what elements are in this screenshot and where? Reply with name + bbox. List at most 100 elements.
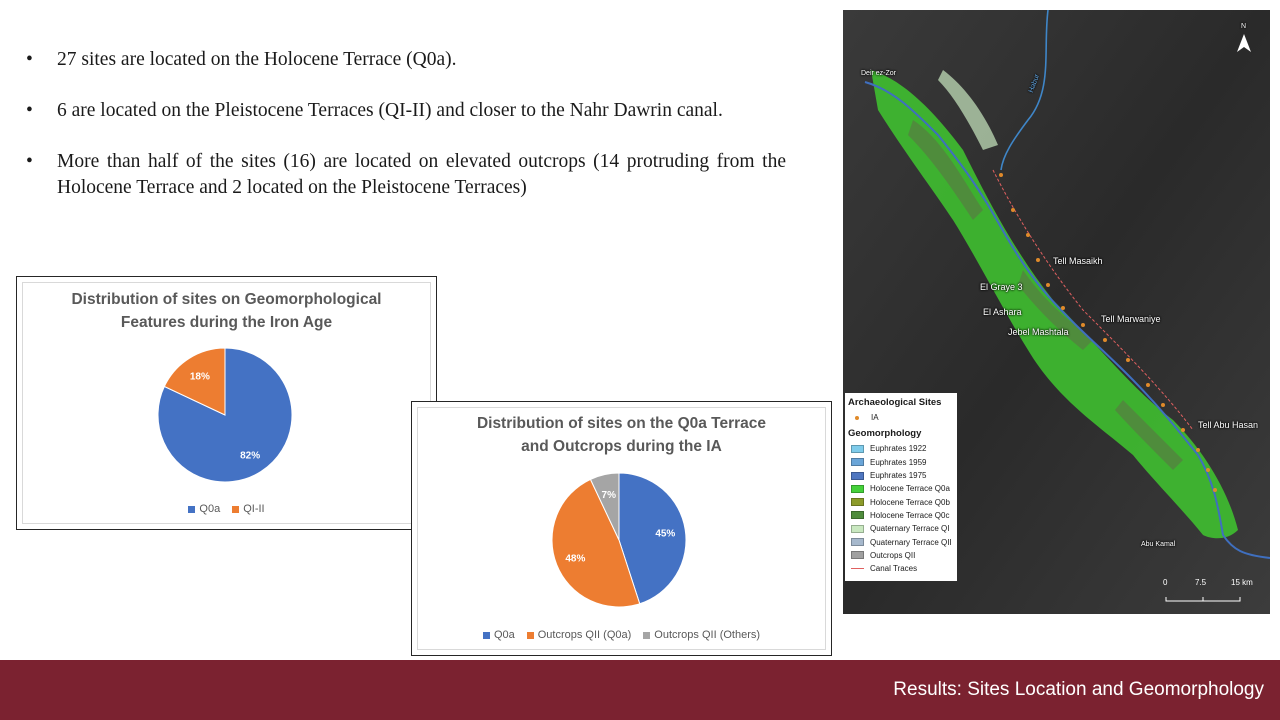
pie-data-label: 45% — [655, 529, 675, 540]
q0c-patches — [908, 120, 1183, 470]
map-label-el-graye: El Graye 3 — [980, 282, 1023, 292]
site-dot-icon — [855, 415, 859, 420]
legend-swatch — [851, 458, 864, 467]
legend-label: Holocene Terrace Q0c — [870, 510, 950, 520]
legend-label: Outcrops QII — [870, 550, 916, 560]
north-label: N — [1241, 23, 1247, 30]
legend-item: QI-II — [232, 503, 265, 515]
legend-row-canal: Canal Traces — [845, 562, 957, 575]
pie-slice[interactable] — [551, 478, 641, 608]
chart-legend: Q0a Outcrops QII (Q0a) Outcrops QII (Oth… — [412, 629, 831, 641]
legend-label: QI-II — [243, 503, 265, 515]
legend-label: Quaternary Terrace QI — [870, 524, 950, 534]
pie-slice[interactable] — [618, 472, 687, 605]
legend-label: Q0a — [493, 629, 515, 641]
legend-swatch — [851, 524, 864, 533]
legend-item: Q0a — [188, 503, 220, 515]
legend-swatch — [232, 505, 240, 513]
map-label-tell-masaikh: Tell Masaikh — [1053, 256, 1103, 266]
bullet-list: • 27 sites are located on the Holocene T… — [26, 47, 786, 201]
bullet-text: 6 are located on the Pleistocene Terrace… — [57, 100, 723, 121]
legend-swatch — [851, 498, 864, 507]
legend-row: Outcrops QII — [845, 549, 957, 562]
scale-label-0: 0 — [1163, 578, 1168, 587]
chart-title: Distribution of sites on the Q0a Terrace… — [412, 412, 831, 458]
pie-data-label: 7% — [602, 490, 617, 501]
north-arrow-icon — [1237, 34, 1251, 52]
legend-swatch — [188, 505, 196, 513]
map-legend: Archaeological Sites IA Geomorphology Eu… — [845, 393, 957, 581]
map-label-tell-abu-hasan: Tell Abu Hasan — [1198, 420, 1259, 430]
bullet-text: 27 sites are located on the Holocene Ter… — [57, 49, 457, 70]
legend-row: Holocene Terrace Q0c — [845, 509, 957, 522]
bullet-symbol: • — [26, 100, 33, 121]
legend-label: Outcrops QII (Q0a) — [537, 629, 632, 641]
bullet-item: • 6 are located on the Pleistocene Terra… — [26, 98, 786, 124]
chart-title-line: and Outcrops during the IA — [521, 438, 722, 455]
map-label-jebel-mashtala: Jebel Mashtala — [1008, 327, 1069, 337]
legend-swatch — [851, 538, 864, 547]
legend-swatch — [851, 471, 864, 480]
quaternary-terrace-patch — [938, 70, 998, 150]
pie-graphic: 82% 18% — [157, 347, 293, 483]
pie-graphic: 45% 48% 7% — [551, 472, 687, 608]
legend-row: Quaternary Terrace QI — [845, 522, 957, 535]
legend-label: Euphrates 1922 — [870, 444, 927, 454]
pie-chart-iron-age[interactable]: Distribution of sites on Geomorphologica… — [16, 276, 437, 530]
legend-heading-sites: Archaeological Sites — [848, 397, 942, 408]
footer-bar: Results: Sites Location and Geomorpholog… — [0, 660, 1280, 720]
map-terrain — [843, 10, 1270, 614]
geomorphology-map[interactable]: N Deir ez-Zor Habur Tell Masaikh El Gray… — [843, 10, 1270, 614]
ia-sites — [999, 173, 1217, 492]
bullet-symbol: • — [26, 49, 33, 70]
legend-label: Quaternary Terrace QII — [870, 537, 952, 547]
legend-swatch — [526, 631, 534, 639]
legend-row: Euphrates 1922 — [845, 442, 957, 455]
map-label-el-ashara: El Ashara — [983, 307, 1022, 317]
map-label-tell-marwaniye: Tell Marwaniye — [1101, 314, 1161, 324]
legend-swatch — [851, 551, 864, 560]
legend-label: Holocene Terrace Q0a — [870, 484, 950, 494]
legend-label: Euphrates 1959 — [870, 457, 927, 467]
legend-label: Q0a — [199, 503, 221, 515]
chart-title-line: Distribution of sites on the Q0a Terrace — [476, 415, 767, 432]
legend-swatch — [482, 631, 490, 639]
legend-label: IA — [871, 413, 879, 423]
canal-trace — [992, 169, 1194, 431]
bullet-symbol: • — [26, 151, 33, 172]
legend-row: Euphrates 1975 — [845, 469, 957, 482]
bullet-text: More than half of the sites (16) are loc… — [57, 151, 786, 198]
bullet-item: • 27 sites are located on the Holocene T… — [26, 47, 786, 73]
bullet-item: • More than half of the sites (16) are l… — [26, 149, 786, 201]
legend-item: Outcrops QII (Q0a) — [526, 629, 632, 641]
pie-data-label: 18% — [190, 371, 210, 382]
slide-title: Results: Sites Location and Geomorpholog… — [893, 679, 1264, 700]
pie-slice[interactable] — [163, 347, 226, 416]
chart-title: Distribution of sites on Geomorphologica… — [17, 288, 436, 334]
chart-plot-area — [417, 407, 826, 650]
legend-label: Euphrates 1975 — [870, 471, 927, 481]
chart-title-line: Distribution of sites on Geomorphologica… — [71, 291, 382, 308]
legend-row: Quaternary Terrace QII — [845, 535, 957, 548]
legend-label: Holocene Terrace Q0b — [870, 497, 950, 507]
scale-bar — [1165, 597, 1241, 602]
map-label-abu-kamal: Abu Kamal — [1141, 541, 1176, 548]
legend-label: Canal Traces — [870, 564, 918, 574]
legend-row: Euphrates 1959 — [845, 456, 957, 469]
pie-data-label: 82% — [240, 451, 260, 462]
legend-row-ia: IA — [845, 411, 957, 424]
legend-label: Outcrops QII (Others) — [654, 629, 761, 641]
pie-data-label: 48% — [565, 553, 585, 564]
pie-slice[interactable] — [589, 472, 620, 541]
legend-swatch — [643, 631, 651, 639]
legend-item: Q0a — [482, 629, 515, 641]
legend-item: Outcrops QII (Others) — [643, 629, 760, 641]
chart-title-line: Features during the Iron Age — [120, 314, 333, 331]
legend-swatch — [851, 484, 864, 493]
legend-swatch — [851, 444, 864, 453]
legend-row: Holocene Terrace Q0b — [845, 495, 957, 508]
chart-legend: Q0a QI-II — [17, 503, 436, 515]
habur-river — [1000, 10, 1049, 171]
scale-label-end: 15 km — [1231, 578, 1253, 587]
pie-chart-q0a-outcrops[interactable]: Distribution of sites on the Q0a Terrace… — [411, 401, 832, 656]
